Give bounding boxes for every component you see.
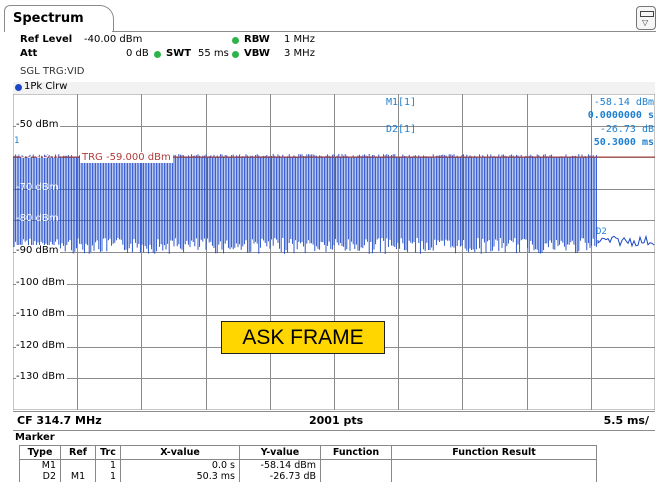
y-axis-label: -110 dBm [16,308,67,319]
sweep-points[interactable]: 2001 pts [309,414,364,427]
cell-x-value: 50.3 ms [120,471,240,482]
y-axis-label: -90 dBm [16,245,61,256]
cell-function-result [391,459,597,471]
col-function-result: Function Result [391,445,597,460]
cell-trc: 1 [95,471,121,482]
tab-label: Spectrum [13,11,84,26]
col-x-value: X-value [120,445,240,460]
att-value[interactable]: 0 dB [126,48,149,59]
y-axis-label: -130 dBm [16,371,67,382]
cell-ref: M1 [60,471,96,482]
rbw-label: RBW [244,34,270,45]
marker-table-title: Marker [15,432,55,443]
spectrum-plot[interactable] [13,94,655,410]
cell-function [320,471,392,482]
window-icon [640,11,654,17]
swt-indicator-dot [154,51,161,58]
marker-d2-flag[interactable]: D2 [596,227,607,237]
swt-label: SWT [166,48,192,59]
y-axis-label: -60 dBm [16,150,59,161]
vbw-indicator-dot [232,51,239,58]
trace-label: 1Pk Clrw [24,81,68,92]
cell-type: M1 [19,459,61,471]
marker-d2-label: D2[1] [386,124,417,135]
cell-y-value: -58.14 dBm [239,459,321,471]
cell-function-result [391,471,597,482]
y-axis-label: -80 dBm [16,213,59,224]
cell-trc: 1 [95,459,121,471]
center-frequency[interactable]: CF 314.7 MHz [17,414,102,427]
y-axis-label: -120 dBm [16,340,67,351]
signal-trace [13,154,655,254]
cell-y-value: -26.73 dB [239,471,321,482]
plot-footer: CF 314.7 MHz 2001 pts 5.5 ms/ [13,411,655,429]
col-trc: Trc [95,445,121,460]
cell-x-value: 0.0 s [120,459,240,471]
y-axis-label: -100 dBm [16,277,67,288]
rbw-value[interactable]: 1 MHz [284,34,315,45]
marker-1-flag[interactable]: 1 [14,136,20,146]
y-axis-label: -50 dBm [16,119,61,130]
col-y-value: Y-value [239,445,321,460]
vbw-label: VBW [244,48,270,59]
table-row[interactable]: M1 1 0.0 s -58.14 dBm [19,459,597,471]
marker-table-panel: Marker Type Ref Trc X-value Y-value Func… [13,430,655,487]
rbw-indicator-dot [232,37,239,44]
signal-bursts [13,154,597,254]
tab-spectrum[interactable]: Spectrum [4,5,114,32]
cell-function [320,459,392,471]
chevron-down-icon: ▽ [642,18,649,27]
marker-m1-time: 0.0000000 s [587,110,654,121]
ref-level-label: Ref Level [20,34,73,45]
att-label: Att [20,48,38,59]
trigger-level-label: TRG -59.000 dBm [80,152,173,163]
col-type: Type [19,445,61,460]
marker-d2-level: -26.73 dB [599,124,654,135]
col-ref: Ref [60,445,96,460]
window-menu-button[interactable]: ▽ [636,6,656,30]
marker-m1-label: M1[1] [386,97,417,108]
ref-level-value[interactable]: -40.00 dBm [84,34,143,45]
ask-frame-label: ASK FRAME [221,321,385,354]
marker-d2-time: 50.3000 ms [593,137,654,148]
marker-m1-level: -58.14 dBm [593,97,654,108]
swt-value[interactable]: 55 ms [198,48,229,59]
col-function: Function [320,445,392,460]
trigger-mode: SGL TRG:VID [20,66,85,77]
cell-ref [60,459,96,471]
marker-table: Type Ref Trc X-value Y-value Function Fu… [19,445,597,482]
time-per-division[interactable]: 5.5 ms/ [603,414,649,427]
table-row[interactable]: D2 M1 1 50.3 ms -26.73 dB [19,471,597,482]
noise-floor [597,234,655,248]
cell-type: D2 [19,471,61,482]
y-axis-label: -70 dBm [16,182,59,193]
trace-dot-icon [15,84,22,91]
tab-divider [112,31,656,32]
vbw-value[interactable]: 3 MHz [284,48,315,59]
